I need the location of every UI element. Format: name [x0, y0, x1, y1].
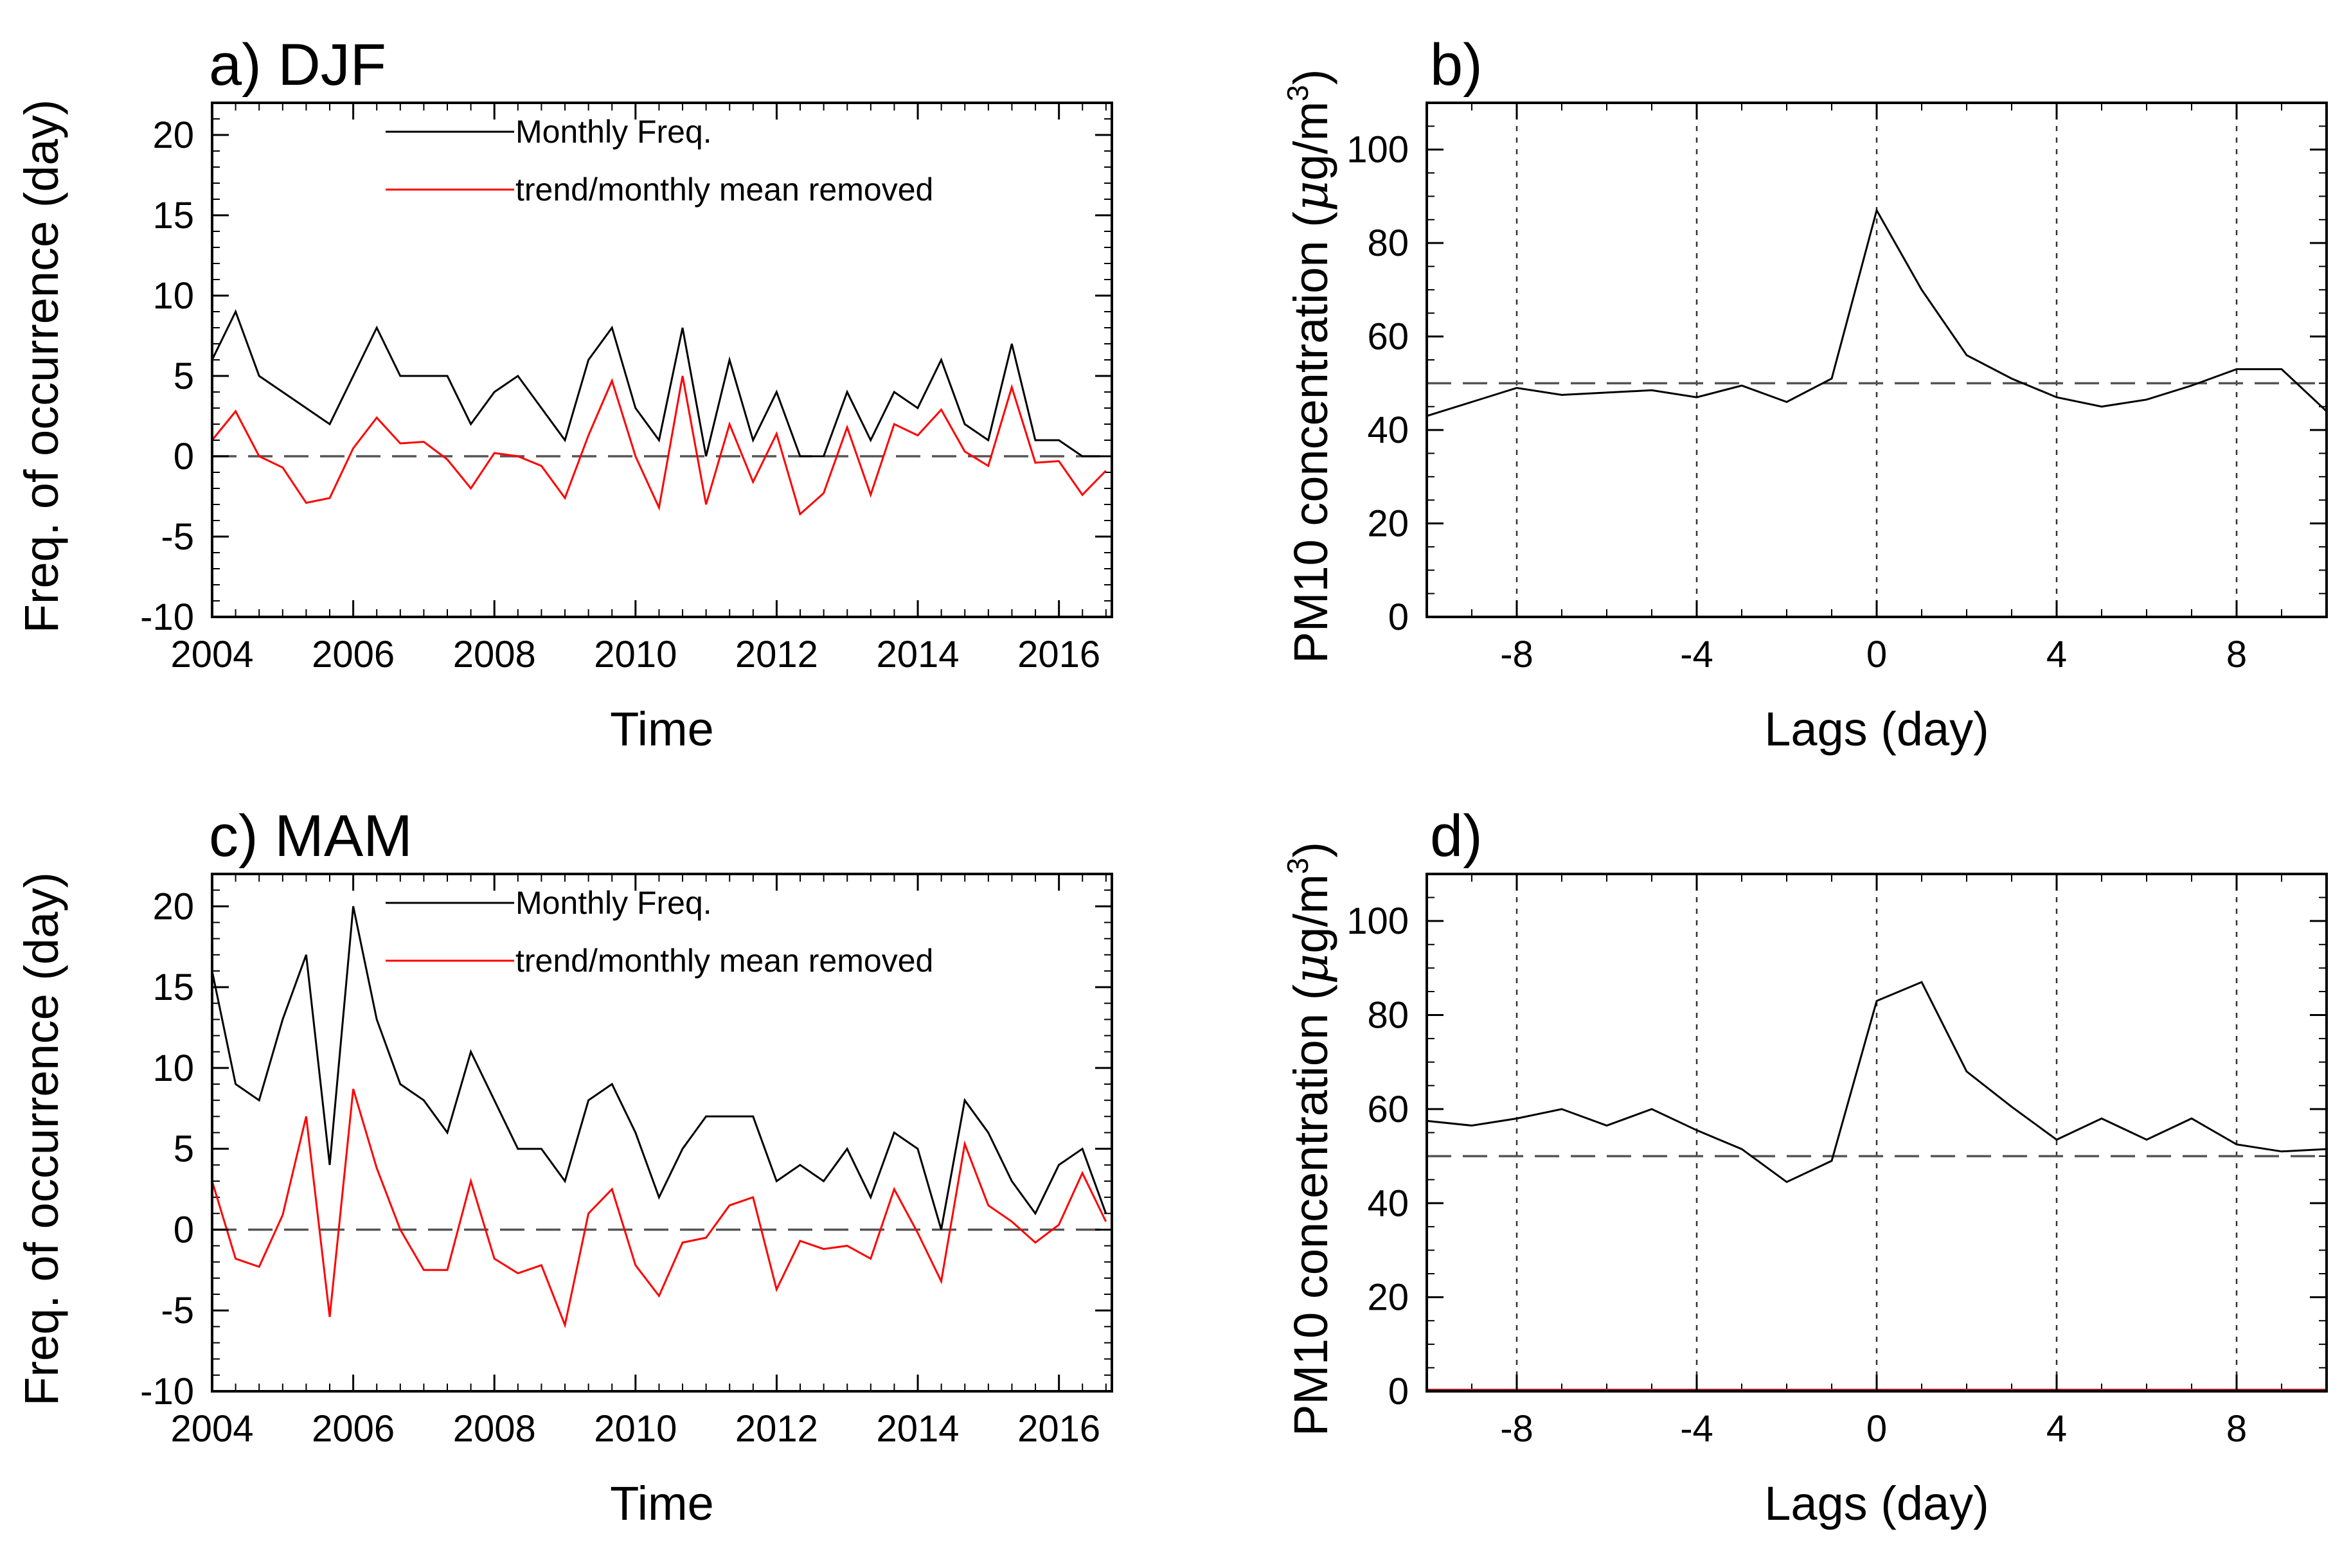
x-tick-label: 2004	[170, 1408, 253, 1450]
x-tick-label: 2012	[735, 634, 818, 675]
y-axis-label: PM10 concentration (μg/m3)	[1281, 69, 1339, 663]
y-tick-label: 0	[1388, 596, 1409, 638]
y-tick-label: -5	[161, 516, 194, 558]
y-tick-label: 5	[174, 1128, 194, 1170]
x-axis-label: Time	[610, 702, 714, 756]
y-tick-label: 0	[174, 1209, 194, 1251]
x-tick-label: 0	[1866, 634, 1887, 675]
y-tick-label: 20	[1367, 1277, 1409, 1319]
y-axis-label-text: Freq. of occurrence (day)	[15, 100, 68, 634]
x-tick-label: 2014	[877, 634, 960, 675]
y-tick-label: 20	[152, 886, 194, 927]
panel-title: c) MAM	[209, 803, 413, 869]
y-axis-label: Freq. of occurrence (day)	[15, 872, 68, 1406]
y-axis-label-mu: μ	[1283, 954, 1339, 984]
y-axis-label-unit: g/m	[1284, 102, 1337, 181]
panel-title: a) DJF	[209, 32, 386, 98]
x-axis-label: Lags (day)	[1764, 702, 1989, 756]
y-tick-label: 20	[1367, 503, 1409, 545]
y-tick-label: -10	[140, 1371, 194, 1412]
series-line-trend-monthly-mean-removed	[211, 1089, 1107, 1329]
y-axis-label: PM10 concentration (μg/m3)	[1281, 842, 1339, 1436]
x-tick-label: 4	[2046, 1408, 2067, 1450]
y-tick-label: 10	[152, 275, 194, 317]
series-line-trend-monthly-mean-removed	[211, 375, 1107, 516]
panel-title: b)	[1430, 32, 1483, 98]
x-tick-label: 2010	[594, 634, 677, 675]
y-axis-label-sup: 3	[1281, 85, 1314, 102]
series-line-pm10	[1426, 981, 2327, 1184]
x-tick-label: 2016	[1017, 634, 1100, 675]
y-axis-label-main: PM10 concentration (	[1284, 211, 1337, 664]
plot-frame	[211, 102, 1113, 618]
x-tick-label: 2010	[594, 1408, 677, 1450]
legend-label: trend/monthly mean removed	[515, 172, 933, 208]
y-tick-label: -5	[161, 1290, 194, 1332]
y-tick-label: 15	[152, 195, 194, 236]
x-tick-label: 2014	[877, 1408, 960, 1450]
y-axis-label-main: PM10 concentration (	[1284, 984, 1337, 1436]
x-tick-label: 2008	[453, 1408, 536, 1450]
y-tick-label: 20	[152, 114, 194, 156]
y-axis-label-mu: μ	[1283, 181, 1339, 211]
x-tick-label: 2004	[170, 634, 253, 675]
y-tick-label: 100	[1346, 129, 1409, 171]
x-tick-label: 8	[2226, 1408, 2247, 1450]
y-tick-label: 60	[1367, 316, 1409, 358]
legend-label: trend/monthly mean removed	[515, 943, 933, 979]
y-axis-label-sup: 3	[1281, 858, 1314, 875]
y-tick-label: 80	[1367, 222, 1409, 264]
x-tick-label: 2012	[735, 1408, 818, 1450]
series-line-pm10	[1426, 208, 2328, 417]
x-tick-label: 2016	[1017, 1408, 1100, 1450]
y-axis-label-text: Freq. of occurrence (day)	[15, 872, 68, 1406]
x-tick-label: 2006	[312, 1408, 395, 1450]
y-tick-label: 40	[1367, 409, 1409, 451]
y-tick-label: 80	[1367, 995, 1409, 1037]
x-tick-label: 8	[2226, 634, 2247, 675]
plot-frame	[211, 873, 1113, 1393]
x-tick-label: 0	[1866, 1408, 1887, 1450]
y-axis-label: Freq. of occurrence (day)	[15, 100, 68, 634]
y-tick-label: 10	[152, 1047, 194, 1089]
y-tick-label: 15	[152, 967, 194, 1008]
x-axis-label: Time	[610, 1477, 714, 1530]
y-tick-label: 5	[174, 355, 194, 397]
x-tick-label: -4	[1680, 1408, 1713, 1450]
y-tick-label: 100	[1346, 900, 1409, 942]
panel-c: 2004 2006 2008 2010 2012 2014 2016 -10 -5 0 5 10 15 2…	[15, 803, 1113, 1530]
x-axis-label: Lags (day)	[1764, 1477, 1989, 1530]
y-axis-label-close: )	[1284, 69, 1337, 85]
panel-title: d)	[1430, 803, 1483, 869]
x-tick-label: -8	[1500, 1408, 1533, 1450]
x-tick-label: -8	[1500, 634, 1533, 675]
y-tick-label: -10	[140, 596, 194, 638]
legend-label: Monthly Freq.	[515, 114, 712, 150]
y-tick-label: 60	[1367, 1089, 1409, 1130]
y-tick-label: 0	[174, 436, 194, 477]
x-tick-label: -4	[1680, 634, 1713, 675]
y-tick-label: 40	[1367, 1182, 1409, 1224]
series-line-monthly-freq	[211, 309, 1106, 458]
y-tick-label: 0	[1388, 1371, 1409, 1412]
y-axis-label-close: )	[1284, 842, 1337, 858]
panel-a: 2004 2006 2008 2010 2012 2014 2016 -10 -5 0 5 10 15 2…	[15, 32, 1113, 756]
x-tick-label: 2008	[453, 634, 536, 675]
legend-label: Monthly Freq.	[515, 885, 712, 921]
series-line-monthly-freq	[211, 905, 1107, 1230]
x-tick-label: 4	[2046, 634, 2067, 675]
y-axis-label-unit: g/m	[1284, 874, 1337, 953]
x-tick-label: 2006	[312, 634, 395, 675]
